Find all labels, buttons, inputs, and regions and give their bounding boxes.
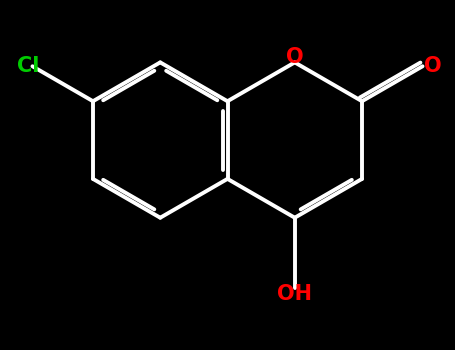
- Text: Cl: Cl: [17, 56, 40, 76]
- Text: OH: OH: [277, 284, 312, 304]
- Text: O: O: [286, 47, 303, 67]
- Text: O: O: [424, 56, 441, 76]
